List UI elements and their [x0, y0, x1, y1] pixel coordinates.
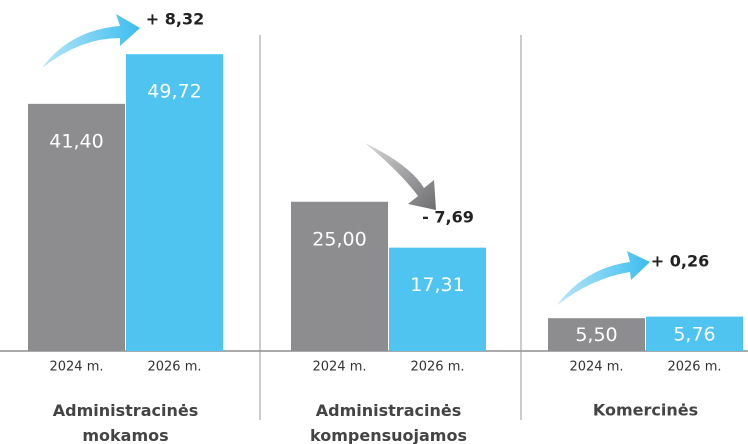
annotation: - 7,69 [422, 208, 474, 227]
legend-label: 2024 m. [49, 360, 103, 375]
annotation: + 8,32 [146, 10, 204, 29]
annotation: + 0,26 [651, 252, 709, 271]
value-label: 5,76 [673, 323, 715, 345]
arrow-up [557, 251, 650, 305]
category-label: Administracinės kompensuojamos [310, 401, 467, 444]
category-label: Komercinės [593, 401, 698, 420]
bar [646, 316, 743, 351]
bar [126, 54, 223, 351]
legend-label: 2026 m. [410, 360, 464, 375]
legend-label: 2026 m. [667, 360, 721, 375]
legend-label: 2026 m. [147, 360, 201, 375]
bar [389, 247, 486, 351]
arrow-down [365, 143, 436, 210]
legend-label: 2024 m. [569, 360, 623, 375]
bar [28, 103, 125, 351]
value-label: 49,72 [147, 81, 201, 103]
value-label: 17,31 [410, 274, 464, 296]
arrow-up [42, 14, 140, 68]
value-label: 25,00 [312, 228, 366, 250]
bar [291, 201, 388, 351]
value-label: 41,40 [49, 130, 103, 152]
legend-label: 2024 m. [312, 360, 366, 375]
value-label: 5,50 [575, 324, 617, 346]
category-label: Administracinės mokamos [53, 401, 198, 444]
bar [548, 318, 645, 351]
